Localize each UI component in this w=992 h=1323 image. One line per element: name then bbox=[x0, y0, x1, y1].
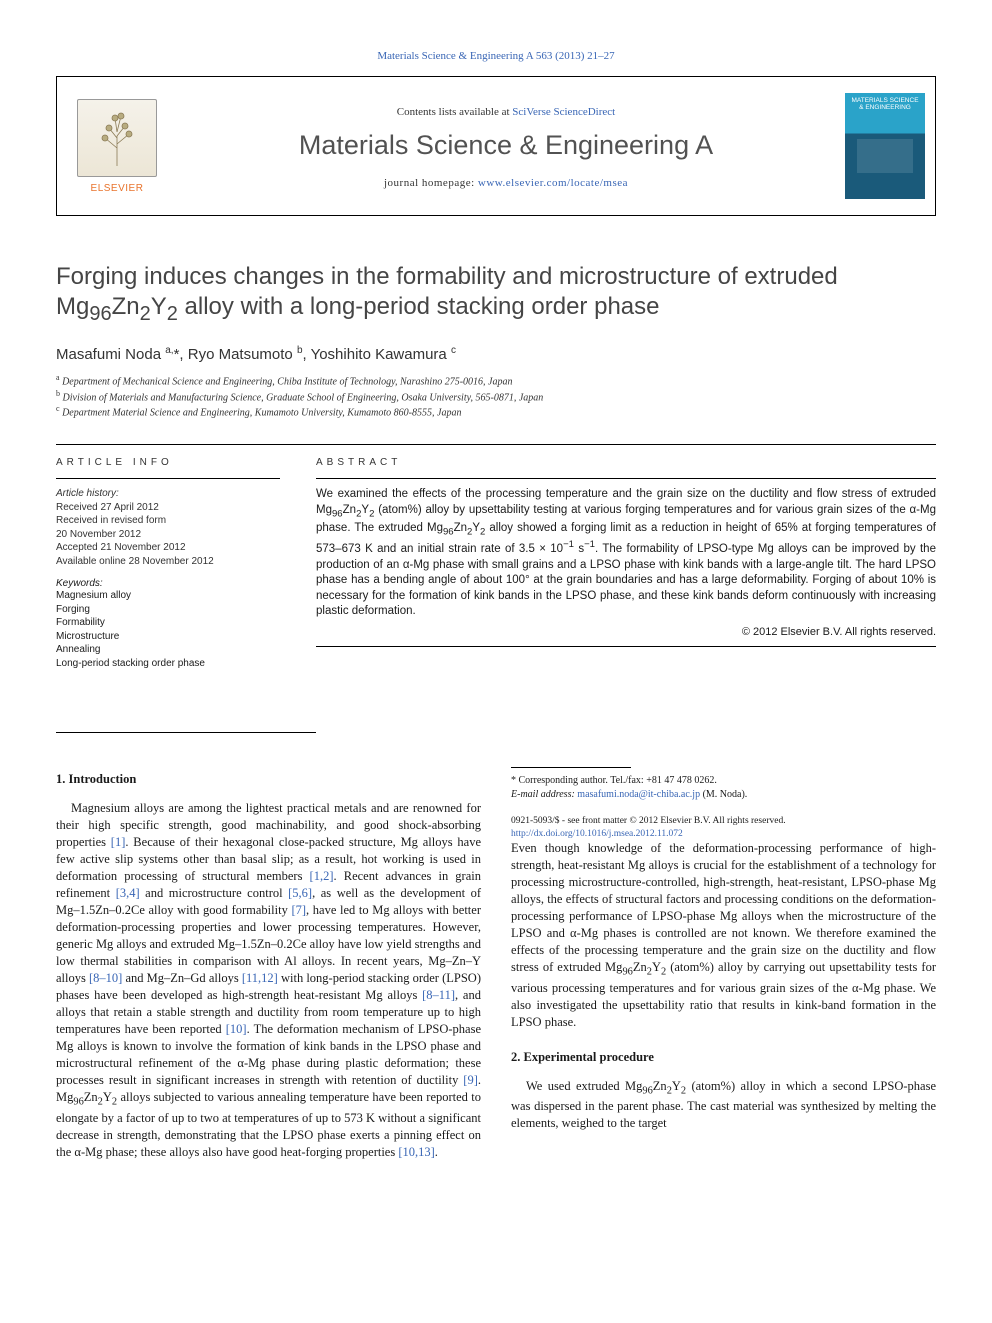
keyword: Microstructure bbox=[56, 630, 280, 644]
publisher-name: ELSEVIER bbox=[91, 183, 144, 194]
footnote-block: * Corresponding author. Tel./fax: +81 47… bbox=[511, 767, 936, 840]
body-columns: 1. Introduction Magnesium alloys are amo… bbox=[56, 767, 936, 1161]
abstract-text: We examined the effects of the processin… bbox=[316, 487, 936, 619]
email-link[interactable]: masafumi.noda@it-chiba.ac.jp bbox=[577, 789, 700, 800]
email-line: E-mail address: masafumi.noda@it-chiba.a… bbox=[511, 788, 936, 802]
top-citation-link[interactable]: Materials Science & Engineering A 563 (2… bbox=[377, 50, 614, 62]
homepage-link[interactable]: www.elsevier.com/locate/msea bbox=[478, 177, 628, 189]
journal-center: Contents lists available at SciVerse Sci… bbox=[177, 77, 835, 215]
top-citation: Materials Science & Engineering A 563 (2… bbox=[56, 50, 936, 62]
sciencedirect-link[interactable]: SciVerse ScienceDirect bbox=[512, 106, 615, 118]
history-line: Accepted 21 November 2012 bbox=[56, 541, 280, 555]
corresponding-author: * Corresponding author. Tel./fax: +81 47… bbox=[511, 774, 936, 788]
body-paragraph: Even though knowledge of the deformation… bbox=[511, 840, 936, 1031]
footnote-rule bbox=[511, 767, 631, 768]
article-title: Forging induces changes in the formabili… bbox=[56, 262, 936, 327]
journal-header-box: ELSEVIER Contents lists available at Sci… bbox=[56, 76, 936, 216]
keywords-label: Keywords: bbox=[56, 578, 280, 589]
abstract-col: ABSTRACT We examined the effects of the … bbox=[316, 457, 936, 670]
contents-label: Contents lists available at bbox=[397, 106, 512, 118]
rule-left-short bbox=[56, 732, 316, 733]
journal-cover-icon: MATERIALS SCIENCE & ENGINEERING bbox=[845, 93, 925, 199]
publisher-cell: ELSEVIER bbox=[57, 77, 177, 215]
footer-meta: 0921-5093/$ - see front matter © 2012 El… bbox=[511, 815, 936, 840]
history-label: Article history: bbox=[56, 487, 280, 501]
affiliations: a Department of Mechanical Science and E… bbox=[56, 373, 936, 420]
keywords-list: Magnesium alloy Forging Formability Micr… bbox=[56, 589, 280, 670]
affiliation-a: a Department of Mechanical Science and E… bbox=[56, 373, 936, 389]
email-label: E-mail address: bbox=[511, 789, 577, 800]
contents-line: Contents lists available at SciVerse Sci… bbox=[397, 106, 615, 118]
email-tail: (M. Noda). bbox=[700, 789, 747, 800]
history-line: Received 27 April 2012 bbox=[56, 501, 280, 515]
history-line: Available online 28 November 2012 bbox=[56, 555, 280, 569]
article-info-col: ARTICLE INFO Article history: Received 2… bbox=[56, 457, 280, 670]
article-history: Article history: Received 27 April 2012 … bbox=[56, 487, 280, 568]
body-paragraph: Magnesium alloys are among the lightest … bbox=[56, 800, 481, 1161]
homepage-label: journal homepage: bbox=[384, 177, 478, 189]
body-paragraph: We used extruded Mg96Zn2Y2 (atom%) alloy… bbox=[511, 1078, 936, 1133]
history-line: Received in revised form bbox=[56, 514, 280, 528]
section-exp-head: 2. Experimental procedure bbox=[511, 1049, 936, 1066]
rule-above-info bbox=[56, 444, 936, 445]
rule-under-info-head bbox=[56, 478, 280, 479]
elsevier-tree-icon bbox=[77, 99, 157, 177]
affiliation-c: c Department Material Science and Engine… bbox=[56, 404, 936, 420]
page: Materials Science & Engineering A 563 (2… bbox=[0, 0, 992, 1201]
keyword: Formability bbox=[56, 616, 280, 630]
cover-title: MATERIALS SCIENCE & ENGINEERING bbox=[849, 97, 921, 111]
affiliation-b: b Division of Materials and Manufacturin… bbox=[56, 389, 936, 405]
front-matter-line: 0921-5093/$ - see front matter © 2012 El… bbox=[511, 815, 936, 827]
section-intro-head: 1. Introduction bbox=[56, 771, 481, 788]
keyword: Forging bbox=[56, 603, 280, 617]
info-row: ARTICLE INFO Article history: Received 2… bbox=[56, 457, 936, 670]
journal-name: Materials Science & Engineering A bbox=[299, 130, 713, 161]
keyword: Long-period stacking order phase bbox=[56, 657, 280, 671]
homepage-line: journal homepage: www.elsevier.com/locat… bbox=[384, 177, 628, 189]
abstract-head: ABSTRACT bbox=[316, 457, 936, 468]
article-info-head: ARTICLE INFO bbox=[56, 457, 280, 468]
keyword: Magnesium alloy bbox=[56, 589, 280, 603]
cover-image-placeholder bbox=[857, 139, 913, 173]
abstract-copyright: © 2012 Elsevier B.V. All rights reserved… bbox=[316, 626, 936, 638]
rule-under-abstract-head bbox=[316, 478, 936, 479]
doi-link[interactable]: http://dx.doi.org/10.1016/j.msea.2012.11… bbox=[511, 829, 683, 839]
keyword: Annealing bbox=[56, 643, 280, 657]
rule-under-abstract bbox=[316, 646, 936, 647]
history-line: 20 November 2012 bbox=[56, 528, 280, 542]
cover-cell: MATERIALS SCIENCE & ENGINEERING bbox=[835, 77, 935, 215]
authors: Masafumi Noda a,*, Ryo Matsumoto b, Yosh… bbox=[56, 345, 936, 363]
